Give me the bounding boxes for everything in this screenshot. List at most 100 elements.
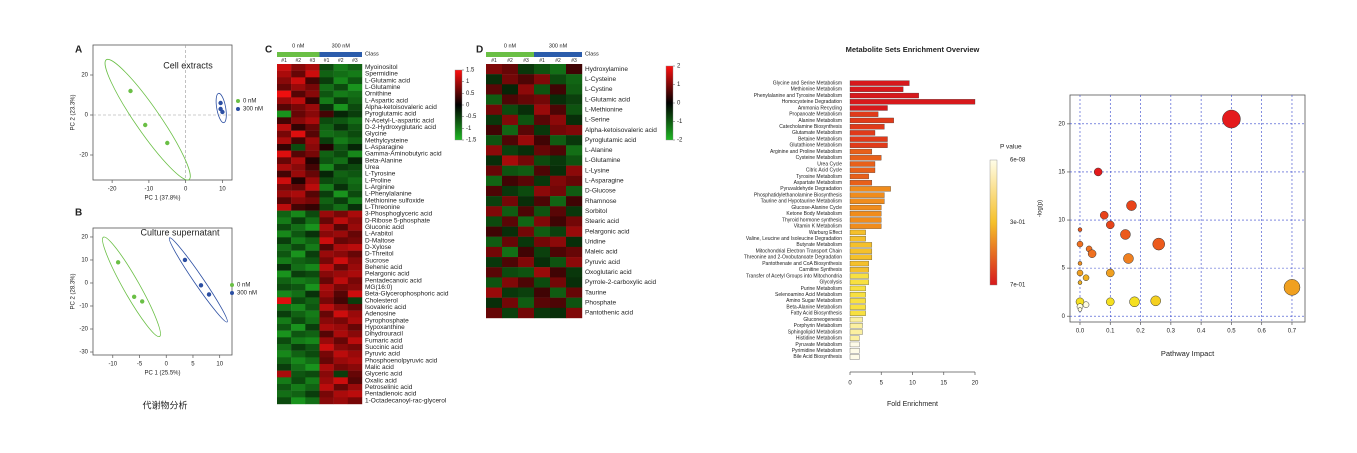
x-tick-label: -10 bbox=[145, 187, 154, 193]
heatmap-cell bbox=[319, 297, 334, 305]
category-label: Phenylalanine and Tyrosine Metabolism bbox=[754, 93, 842, 99]
category-label: Catecholamine Biosynthesis bbox=[779, 124, 842, 130]
chart-title: Culture supernatant bbox=[140, 227, 220, 237]
point bbox=[128, 88, 133, 94]
heatmap-cell bbox=[486, 155, 503, 166]
category-label: Pyruvate Metabolism bbox=[795, 342, 842, 348]
heatmap-cell bbox=[305, 344, 320, 351]
bar bbox=[849, 323, 863, 329]
heatmap-cell bbox=[486, 206, 503, 217]
heatmap-cell bbox=[347, 177, 363, 185]
heatmap-cell bbox=[550, 155, 567, 166]
heatmap-cell bbox=[502, 145, 519, 156]
heatmap-cell bbox=[291, 290, 306, 298]
bar bbox=[849, 298, 866, 304]
row-label: Rhamnose bbox=[585, 198, 617, 205]
heatmap-cell bbox=[333, 210, 349, 218]
row-label: Oxalic acid bbox=[365, 377, 397, 384]
point bbox=[139, 299, 145, 304]
heatmap-cell bbox=[277, 284, 292, 291]
heatmap-cell bbox=[550, 226, 567, 237]
heatmap-cell bbox=[550, 246, 567, 258]
heatmap-cell bbox=[486, 74, 503, 85]
category-label: Threonine and 2-Oxobutanoate Degradation bbox=[744, 255, 842, 261]
heatmap-cell bbox=[291, 224, 306, 231]
legend-label: 300 nM bbox=[237, 291, 257, 297]
point bbox=[1106, 268, 1115, 278]
row-label: Uridine bbox=[585, 239, 606, 246]
bar bbox=[849, 198, 885, 204]
legend-swatch bbox=[230, 291, 234, 295]
heatmap-cell bbox=[518, 216, 535, 227]
row-label: Phosphoenolpyruvic acid bbox=[365, 357, 438, 364]
legend-swatch bbox=[236, 107, 240, 111]
heatmap-cell bbox=[277, 397, 292, 405]
heatmap-cell bbox=[319, 224, 334, 231]
heatmap-cell bbox=[502, 104, 519, 115]
heatmap-cell bbox=[550, 185, 567, 197]
heatmap-cell bbox=[518, 104, 535, 115]
legend-label: 300 nM bbox=[243, 107, 263, 113]
row-label: L-Glutamine bbox=[585, 157, 621, 164]
point bbox=[131, 294, 137, 299]
heatmap-cell bbox=[550, 277, 567, 288]
bar bbox=[849, 173, 869, 180]
category-label: Ammonia Recycling bbox=[798, 105, 842, 111]
row-label: Malic acid bbox=[365, 364, 394, 371]
bar bbox=[849, 335, 860, 341]
row-label: L-Proline bbox=[365, 177, 391, 184]
heatmap-cell bbox=[291, 204, 306, 211]
heatmap-cell bbox=[333, 244, 349, 251]
heatmap-cell bbox=[518, 94, 535, 105]
heatmap-cell bbox=[291, 90, 306, 98]
panel-label: D bbox=[476, 45, 483, 56]
heatmap-cell bbox=[518, 175, 535, 187]
heatmap-cell bbox=[486, 196, 503, 207]
row-label: D-Glucose bbox=[585, 188, 616, 195]
heatmap-cell bbox=[305, 337, 320, 345]
row-label: D-Xylose bbox=[365, 244, 392, 251]
heatmap-cell bbox=[319, 177, 334, 185]
heatmap-cell bbox=[550, 135, 567, 146]
heatmap-cell bbox=[518, 267, 535, 278]
heatmap-cell bbox=[333, 164, 349, 171]
bar bbox=[849, 180, 873, 186]
point bbox=[1093, 167, 1103, 177]
heatmap-cell bbox=[291, 177, 306, 185]
heatmap-cell bbox=[305, 350, 320, 358]
heatmap-cell bbox=[502, 236, 519, 248]
row-label: Ornithine bbox=[365, 91, 392, 98]
heatmap-cell bbox=[305, 137, 320, 145]
heatmap-cell bbox=[319, 64, 334, 71]
heatmap-cell bbox=[277, 190, 292, 198]
group-bar bbox=[486, 52, 534, 57]
heatmap-cell bbox=[566, 196, 583, 207]
heatmap-cell bbox=[277, 197, 292, 205]
point bbox=[218, 100, 223, 106]
colorbar-label: 2 bbox=[677, 64, 681, 70]
heatmap-cell bbox=[518, 257, 535, 268]
heatmap-cell bbox=[305, 170, 320, 178]
heatmap-cell bbox=[319, 290, 334, 298]
row-label: D-2-Hydroxyglutaric acid bbox=[365, 124, 437, 131]
bar bbox=[849, 229, 866, 236]
heatmap-cell bbox=[305, 150, 320, 158]
class-label: Class bbox=[365, 51, 379, 57]
row-label: Phosphate bbox=[585, 299, 616, 306]
heatmap-cell bbox=[502, 155, 519, 166]
heatmap-cell bbox=[333, 357, 349, 365]
row-label: Myoinositol bbox=[365, 64, 398, 71]
row-label: Taurine bbox=[585, 289, 607, 296]
group-bar bbox=[534, 52, 582, 57]
bar bbox=[849, 167, 876, 173]
heatmap-cell bbox=[291, 250, 306, 258]
heatmap-cell bbox=[305, 244, 320, 251]
heatmap-cell bbox=[277, 384, 292, 391]
heatmap-cell bbox=[305, 77, 320, 85]
heatmap-cell bbox=[486, 246, 503, 258]
heatmap-cell bbox=[277, 290, 292, 298]
heatmap-cell bbox=[277, 130, 292, 138]
heatmap-cell bbox=[305, 124, 320, 131]
y-tick-label: 0 bbox=[85, 281, 89, 287]
x-tick-label: 0 bbox=[184, 187, 188, 193]
